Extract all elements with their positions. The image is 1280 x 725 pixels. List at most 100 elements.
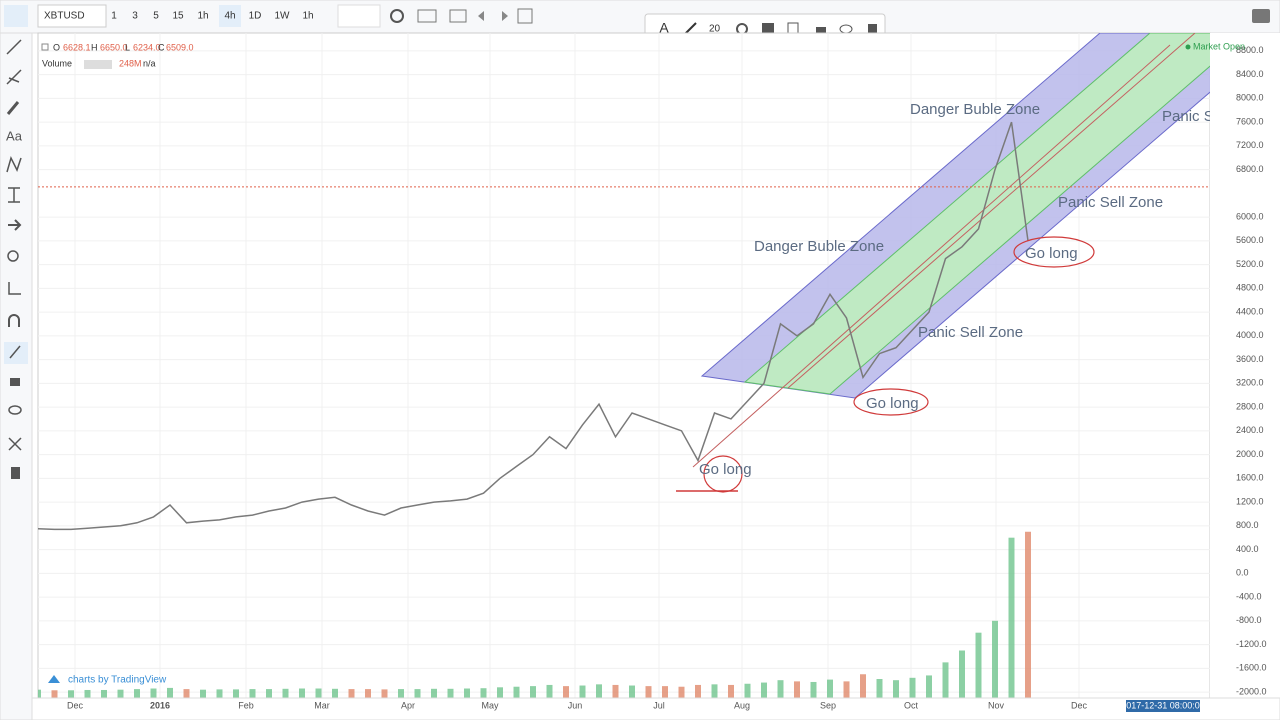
symbol: XBTUSD <box>44 11 85 22</box>
visibility-menu[interactable] <box>762 23 774 35</box>
volume-bar <box>596 684 602 698</box>
interval-button[interactable]: 1 <box>111 11 117 22</box>
volume-bar <box>579 685 586 698</box>
volume-bar <box>398 689 404 698</box>
magnet-tool[interactable] <box>8 314 20 327</box>
compare-button[interactable] <box>449 9 467 23</box>
volume-bar <box>117 689 124 698</box>
x-tick-label: Jul <box>653 700 665 710</box>
fullscreen-button[interactable] <box>517 8 533 24</box>
legend-h: 6650.0 <box>100 42 128 52</box>
volume-bar <box>728 684 734 698</box>
remove-tool[interactable] <box>8 437 22 451</box>
annotation: Go long <box>866 395 919 412</box>
fib-tool[interactable] <box>6 69 22 85</box>
volume-bar <box>546 684 553 698</box>
volume-bar <box>381 689 388 698</box>
price-axis <box>1210 33 1280 698</box>
y-tick-label: 5200.0 <box>1236 259 1264 269</box>
pattern-tool[interactable] <box>6 155 22 173</box>
volume-bar <box>282 688 289 698</box>
legend-toggle[interactable] <box>41 43 49 51</box>
chart-style-button[interactable] <box>337 4 381 28</box>
volume-bar <box>497 687 503 698</box>
volume-value: 248M <box>119 58 142 68</box>
y-tick-label: 4400.0 <box>1236 306 1264 316</box>
trend-line-tool[interactable] <box>6 39 22 55</box>
volume-bar <box>414 689 421 698</box>
interval-button[interactable]: 1W <box>275 11 291 22</box>
interval-button[interactable]: 1D <box>249 11 262 22</box>
volume-bar <box>134 689 140 698</box>
channel-median <box>787 33 1196 389</box>
settings-button[interactable] <box>390 9 404 23</box>
stay-drawing-icon <box>9 345 21 359</box>
x-tick-label: Dec <box>1071 700 1088 710</box>
x-tick-label: Aug <box>734 700 750 710</box>
y-tick-label: 2800.0 <box>1236 401 1264 411</box>
interval-button[interactable]: 5 <box>153 11 159 22</box>
lock-icon[interactable] <box>816 27 826 35</box>
volume-bar <box>563 686 569 698</box>
interval-button[interactable]: 4h <box>224 11 235 22</box>
hide-tool[interactable] <box>8 405 22 415</box>
price-line <box>38 121 1029 531</box>
volume-bar <box>959 650 965 698</box>
zoom-tool[interactable] <box>7 250 19 262</box>
channel-inner <box>743 33 1210 395</box>
interval-button[interactable]: 3 <box>132 11 138 22</box>
interval-button[interactable]: 15 <box>172 11 184 22</box>
left-toolbar <box>0 32 33 721</box>
y-tick-label: -2000.0 <box>1236 686 1267 696</box>
volume-bar <box>695 684 701 698</box>
snapshot-button[interactable] <box>1252 9 1270 23</box>
market-dot <box>1185 44 1191 50</box>
brush-tool[interactable] <box>6 101 20 115</box>
stay-drawing-tool[interactable] <box>4 342 28 364</box>
text-color-icon[interactable]: A <box>659 20 669 36</box>
interval-button[interactable]: 1h <box>197 11 208 22</box>
lock-tool[interactable] <box>10 378 20 386</box>
x-tick-label: Sep <box>820 700 836 710</box>
volume-bar <box>365 689 371 698</box>
volume-bar <box>150 688 157 698</box>
trash-tool[interactable] <box>11 467 20 479</box>
volume-bar <box>992 620 998 698</box>
measure-tool-2[interactable] <box>8 282 21 295</box>
volume-bar <box>810 681 817 698</box>
volume-bar <box>38 689 41 698</box>
y-tick-label: 6800.0 <box>1236 164 1264 174</box>
annotation: Danger Buble Zone <box>754 238 884 255</box>
trend-line <box>692 44 1171 468</box>
symbol-box[interactable] <box>37 4 107 28</box>
volume-bar <box>84 689 91 698</box>
volume-bar <box>480 688 487 698</box>
cursor-button[interactable] <box>4 5 28 27</box>
volume-bar <box>777 680 784 698</box>
volume-bar <box>431 688 437 698</box>
branding[interactable]: charts by TradingView <box>68 675 167 686</box>
cursor-date: 2017-12-31 08:00:00 <box>1121 700 1205 710</box>
y-tick-label: 5600.0 <box>1236 235 1264 245</box>
delete-icon[interactable] <box>868 24 877 35</box>
cursor-date-tag <box>1126 700 1200 712</box>
volume-bar <box>711 684 718 698</box>
text-tool[interactable]: Aa <box>6 128 23 143</box>
volume-bar <box>299 688 305 698</box>
volume-label: Volume <box>42 58 72 68</box>
measure-tool[interactable] <box>8 187 20 203</box>
arrow-tool[interactable] <box>8 219 22 231</box>
y-tick-label: 8400.0 <box>1236 69 1264 79</box>
font-size[interactable]: 20 <box>709 24 721 35</box>
volume-bar <box>926 675 932 698</box>
indicators-button[interactable] <box>417 9 437 23</box>
volume-buttons[interactable] <box>84 60 112 69</box>
x-tick-label: Oct <box>904 700 919 710</box>
annotation: Panic Sell Zone <box>1162 108 1267 125</box>
undo-redo[interactable] <box>478 11 508 21</box>
interval-button[interactable]: 1h <box>302 11 313 22</box>
y-tick-label: 4000.0 <box>1236 330 1264 340</box>
volume-bar <box>942 662 949 698</box>
legend-c: 6509.0 <box>166 42 194 52</box>
